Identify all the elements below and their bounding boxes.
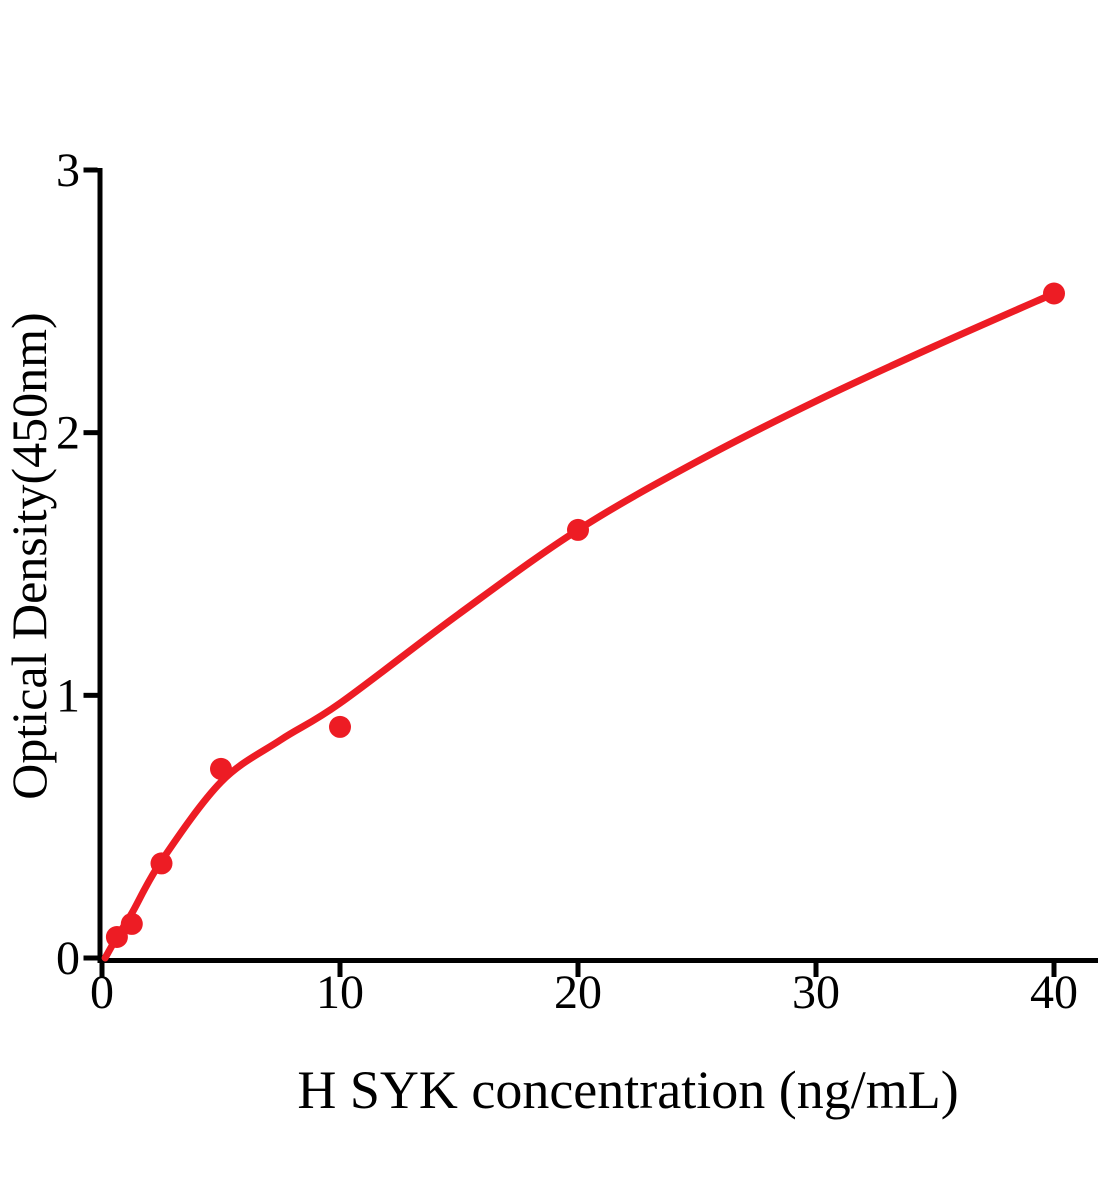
y-tick-label: 3 xyxy=(56,144,80,197)
data-point xyxy=(120,912,143,935)
data-point xyxy=(329,715,351,738)
x-tick-label: 30 xyxy=(792,966,840,1019)
x-axis-title: H SYK concentration (ng/mL) xyxy=(297,1060,958,1120)
data-point xyxy=(105,926,128,948)
data-point xyxy=(1043,282,1065,305)
data-point xyxy=(210,757,232,780)
data-point xyxy=(150,852,173,875)
y-axis-title: Optical Density(450nm) xyxy=(1,312,57,799)
x-tick-label: 20 xyxy=(554,966,602,1019)
x-tick-label: 10 xyxy=(316,966,364,1019)
x-tick-label: 0 xyxy=(90,966,114,1019)
y-tick-label: 1 xyxy=(56,669,80,722)
y-tick-label: 0 xyxy=(56,932,80,985)
data-point xyxy=(567,518,589,541)
fit-curve xyxy=(101,290,1058,962)
x-tick-label: 40 xyxy=(1030,966,1078,1019)
y-tick-label: 2 xyxy=(56,407,80,460)
